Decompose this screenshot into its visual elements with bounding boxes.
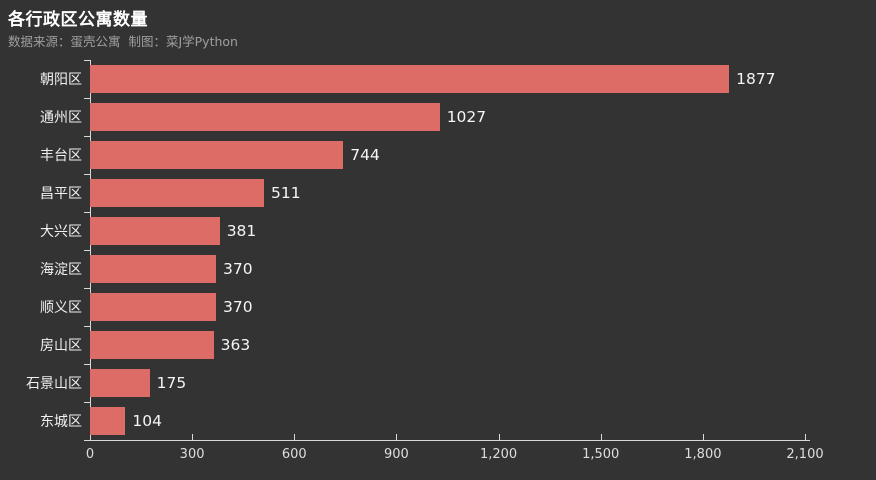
value-label: 1027 (446, 108, 487, 126)
x-tick-label: 1,500 (582, 447, 620, 462)
value-label: 1877 (736, 70, 776, 88)
x-tick-label: 2,100 (786, 447, 824, 462)
category-label: 石景山区 (26, 376, 82, 392)
y-axis-tick (84, 250, 91, 251)
chart-subtitle: 数据来源：蛋壳公寓 制图：菜J学Python (8, 34, 238, 49)
bar-row: 顺义区 370 (0, 288, 876, 326)
bar (90, 141, 344, 169)
bar-row: 通州区 1027 (0, 98, 876, 136)
bar (90, 407, 126, 435)
y-axis-tick (84, 60, 91, 61)
category-label: 东城区 (40, 414, 82, 430)
x-axis-line (85, 440, 810, 441)
category-label: 昌平区 (40, 186, 82, 202)
bar (90, 65, 730, 93)
value-label: 363 (220, 336, 251, 354)
bar-row: 房山区 363 (0, 326, 876, 364)
value-label: 511 (271, 184, 301, 202)
bar-row: 海淀区 370 (0, 250, 876, 288)
x-tick-label: 1,200 (479, 447, 518, 462)
category-label: 通州区 (40, 110, 82, 126)
category-label: 海淀区 (40, 262, 82, 278)
x-axis-tick (192, 434, 194, 441)
y-axis-tick (84, 402, 91, 403)
x-axis-tick (90, 434, 91, 441)
value-label: 370 (223, 298, 253, 316)
x-axis-tick (600, 434, 602, 441)
category-label: 房山区 (40, 338, 82, 354)
y-axis-tick (84, 174, 91, 175)
bar (90, 331, 214, 359)
y-axis-tick (84, 212, 91, 213)
value-label: 370 (223, 260, 253, 278)
x-tick-label: 600 (281, 447, 307, 462)
bar-row: 昌平区 511 (0, 174, 876, 212)
y-axis-tick (84, 364, 91, 365)
value-label: 744 (350, 146, 380, 164)
x-axis-tick (498, 434, 500, 441)
category-label: 朝阳区 (40, 72, 82, 88)
bar (90, 103, 440, 131)
bar-row: 石景山区 175 (0, 364, 876, 402)
x-tick-label: 900 (383, 447, 409, 462)
bars-container: 朝阳区 1877 通州区 1027 丰台区 744 昌平区 511 大兴区 381 海淀区 370 顺义… (0, 60, 876, 440)
y-axis-tick (84, 326, 91, 327)
bar (90, 217, 220, 245)
chart-title: 各行政区公寓数量 (8, 10, 148, 30)
y-axis-tick (84, 136, 91, 137)
bar-row: 东城区 104 (0, 402, 876, 440)
bar-row: 大兴区 381 (0, 212, 876, 250)
y-axis-tick (84, 288, 91, 289)
x-tick-label: 1,800 (684, 447, 722, 462)
category-label: 顺义区 (40, 300, 82, 316)
plot-area: 朝阳区 1877 通州区 1027 丰台区 744 昌平区 511 大兴区 381 海淀区 370 顺义… (0, 60, 876, 480)
value-label: 381 (226, 222, 257, 240)
x-axis-tick (294, 434, 296, 441)
bar-row: 丰台区 744 (0, 136, 876, 174)
x-tick-label: 300 (179, 447, 205, 462)
x-tick-label: 0 (85, 447, 95, 462)
bar-row: 朝阳区 1877 (0, 60, 876, 98)
value-label: 175 (156, 374, 187, 392)
bar (90, 369, 150, 397)
x-axis-tick (396, 434, 398, 441)
category-label: 大兴区 (40, 224, 82, 240)
bar (90, 293, 216, 321)
y-axis-tick (84, 98, 91, 99)
x-axis-tick (702, 434, 704, 441)
category-label: 丰台区 (40, 148, 82, 164)
bar (90, 179, 264, 207)
x-axis-tick (805, 434, 806, 441)
bar (90, 255, 216, 283)
value-label: 104 (132, 412, 162, 430)
